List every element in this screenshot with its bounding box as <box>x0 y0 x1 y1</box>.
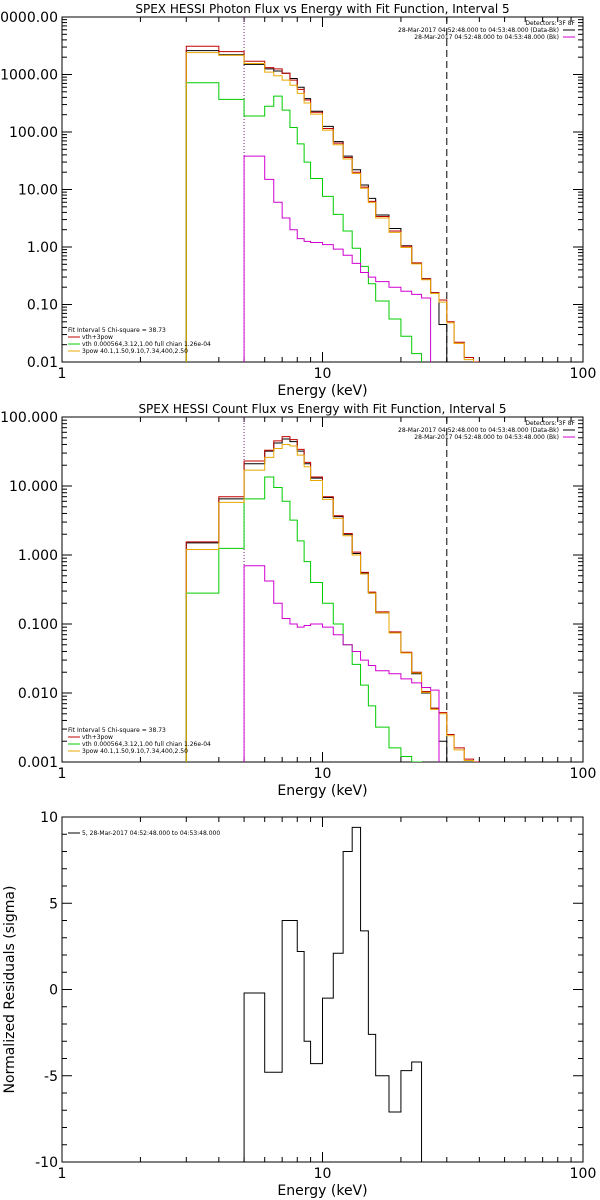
y-tick-label: 1000.00 <box>0 68 58 84</box>
y-tick-label: 0.100 <box>18 617 58 633</box>
y-tick-label: 100.000 <box>0 410 58 426</box>
x-tick-label: 1 <box>58 1166 67 1182</box>
series-vth-line <box>185 82 423 362</box>
series-3pow-line <box>185 443 475 762</box>
y-tick-label: 1.000 <box>18 548 58 564</box>
y-tick-label: -10 <box>35 1155 58 1171</box>
series-3pow-line <box>185 52 475 362</box>
chart-title: SPEX HESSI Count Flux vs Energy with Fit… <box>138 402 506 416</box>
plot-area <box>185 45 480 362</box>
x-tick-label: 1 <box>58 766 67 782</box>
series-bk-line <box>243 565 440 762</box>
y-tick-label: -5 <box>44 1069 58 1085</box>
residuals-panel: 1 10 100 Energy (keV) -10 -5 0 5 10 Normalized Re… <box>2 810 596 1199</box>
count-flux-panel: SPEX HESSI Count Flux vs Energy with Fit… <box>0 402 596 799</box>
header-text: 28-Mar-2017 04:52:48.000 to 04:53:48.000… <box>398 427 559 434</box>
series-data-bk-line <box>185 438 448 762</box>
legend-heading: Fit Interval 5 Chi-square = 38.73 <box>68 727 166 734</box>
x-tick-label: 1 <box>58 366 67 382</box>
x-axis-label: Energy (keV) <box>277 783 367 799</box>
header-text: 28-Mar-2017 04:52:48.000 to 04:53:48.000… <box>414 34 559 41</box>
series-vth-line <box>185 476 423 762</box>
y-tick-label: 10000.00 <box>0 10 58 26</box>
legend-entry: vth 0.000564,3.12,1.00 full chian 1.26e-… <box>82 341 211 348</box>
y-tick-label: 100.00 <box>9 125 58 141</box>
y-tick-label: 10.00 <box>18 183 58 199</box>
header-text: 28-Mar-2017 04:52:48.000 to 04:53:48.000… <box>414 434 559 441</box>
x-tick-label: 10 <box>314 1166 332 1182</box>
x-tick-label: 100 <box>570 366 597 382</box>
y-tick-label: 0.001 <box>18 755 58 771</box>
header-text: Detectors: 3F 8F <box>525 20 575 27</box>
y-tick-label: 10 <box>40 810 58 826</box>
y-tick-label: 0 <box>49 983 58 999</box>
legend-entry: 5, 28-Mar-2017 04:52:48.000 to 04:53:48.… <box>82 830 220 837</box>
legend-entry: vth+3pow <box>82 734 113 741</box>
photon-flux-panel: SPEX HESSI Photon Flux vs Energy with Fi… <box>0 2 596 399</box>
legend-entry: vth 0.000564,3.12,1.00 full chian 1.26e-… <box>82 741 211 748</box>
y-tick-label: 0.10 <box>27 298 58 314</box>
y-tick-label: 10.000 <box>9 479 58 495</box>
x-tick-label: 100 <box>570 766 597 782</box>
x-tick-label: 10 <box>314 766 332 782</box>
axes-frame <box>61 816 584 1163</box>
legend-heading: Fit Interval 5 Chi-square = 38.73 <box>68 327 166 334</box>
series-vth-3pow-line <box>185 436 480 762</box>
x-tick-label: 10 <box>314 366 332 382</box>
chart-title: SPEX HESSI Photon Flux vs Energy with Fi… <box>135 2 509 16</box>
legend-entry: 3pow 40.1,1.50,9.10,7.34,400,2.50 <box>82 748 188 755</box>
x-tick-label: 100 <box>570 1166 597 1182</box>
plot-area <box>185 436 480 762</box>
y-tick-label: 0.010 <box>18 686 58 702</box>
x-axis-label: Energy (keV) <box>277 1183 367 1199</box>
plot-area <box>243 826 423 1162</box>
series-bk-line <box>243 155 432 362</box>
legend-entry: 3pow 40.1,1.50,9.10,7.34,400,2.50 <box>82 348 188 355</box>
y-axis-label: Normalized Residuals (sigma) <box>2 886 18 1094</box>
series-5-28-mar-2017-04-52-48-000-to-04-53-48-000-line <box>243 826 423 1162</box>
legend-entry: vth+3pow <box>82 334 113 341</box>
header-text: 28-Mar-2017 04:52:48.000 to 04:53:48.000… <box>398 27 559 34</box>
x-axis-label: Energy (keV) <box>277 383 367 399</box>
header-text: Detectors: 3F 8F <box>525 420 575 427</box>
y-tick-label: 1.00 <box>27 240 58 256</box>
y-tick-label: 0.01 <box>27 355 58 371</box>
series-vth-3pow-line <box>185 45 480 362</box>
series-data-bk-line <box>185 50 448 362</box>
y-tick-label: 5 <box>49 896 58 912</box>
